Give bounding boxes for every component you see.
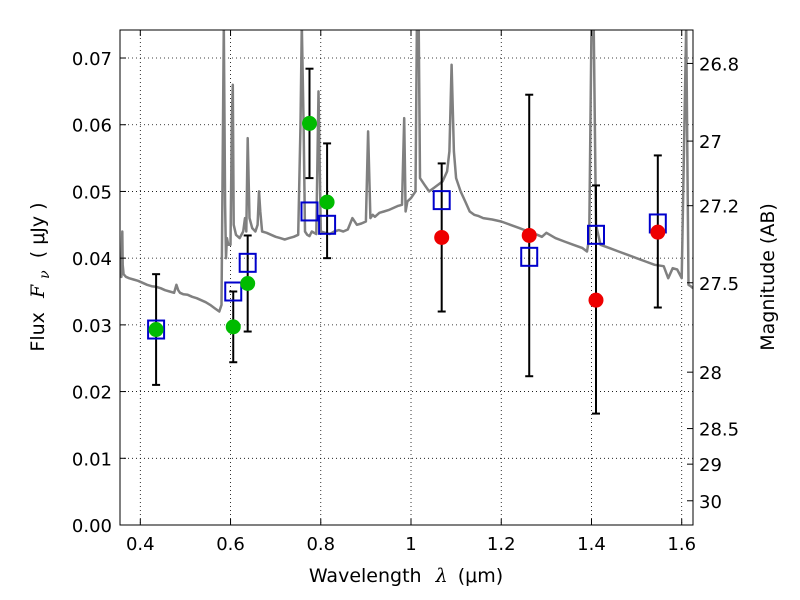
x-tick-label: 0.6 <box>216 534 245 555</box>
model-photometry-point <box>432 190 451 211</box>
y-axis-unit: ( μJy ) <box>27 202 49 258</box>
axis-ticks: 0.4 0.6 0.8 1 1.2 1.4 1.6 0.00 0.01 0.02 0.03 0.04 0… <box>72 30 739 555</box>
x-axis-label: Wavelength <box>309 565 422 587</box>
observed-optical-point <box>301 115 317 131</box>
model-photometry-point <box>238 252 257 273</box>
x-axis-symbol: λ <box>435 565 448 587</box>
x-tick-label: 1.4 <box>577 534 606 555</box>
model-spectrum-line <box>120 30 693 313</box>
x-tick-label: 0.4 <box>126 534 155 555</box>
model-photometry-point <box>520 246 539 267</box>
grid-lines <box>120 30 693 526</box>
model-photometry-point <box>318 214 337 235</box>
plot-frame <box>119 29 694 526</box>
observed-nir-point <box>434 229 450 245</box>
y-tick-label: 0.02 <box>72 383 112 404</box>
y2-tick-label: 28 <box>699 363 722 384</box>
observed-optical-point <box>148 322 164 338</box>
x-axis-unit: (μm) <box>458 565 503 587</box>
observed-optical-point <box>240 276 256 292</box>
plot-area <box>120 30 693 415</box>
y-tick-label: 0.05 <box>72 182 112 203</box>
x-tick-label: 1.2 <box>487 534 516 555</box>
y-tick-label: 0.01 <box>72 449 112 470</box>
observed-nir-point <box>521 227 537 243</box>
y-axis-symbol: F <box>27 284 49 299</box>
x-axis-title: Wavelength λ (μm) <box>309 565 503 587</box>
y2-tick-label: 27 <box>699 132 722 153</box>
y2-tick-label: 27.2 <box>699 197 739 218</box>
observed-nir-point <box>588 292 604 308</box>
y2-tick-label: 30 <box>699 492 722 513</box>
y2-tick-label: 28.5 <box>699 420 739 441</box>
y-tick-label: 0.07 <box>72 49 112 70</box>
x-tick-label: 1 <box>405 534 416 555</box>
model-photometry-point <box>586 224 605 245</box>
observed-optical-point <box>319 194 335 210</box>
y2-tick-label: 27.5 <box>699 274 739 295</box>
y-tick-label: 0.03 <box>72 316 112 337</box>
y-tick-label: 0.06 <box>72 116 112 137</box>
model-photometry-point <box>224 281 243 302</box>
y2-tick-label: 26.8 <box>699 54 739 75</box>
observed-optical-point <box>225 319 241 335</box>
y-tick-label: 0.00 <box>72 516 112 537</box>
x-tick-label: 1.6 <box>667 534 696 555</box>
x-tick-label: 0.8 <box>306 534 335 555</box>
model-photometry-point <box>147 319 166 340</box>
y2-axis-title: Magnitude (AB) <box>757 203 779 351</box>
model-photometry-point <box>300 201 319 222</box>
y2-tick-label: 29 <box>699 455 722 476</box>
observed-nir-point <box>650 224 666 240</box>
y-tick-label: 0.04 <box>72 249 112 270</box>
y-axis-symbol-subscript: ν <box>37 270 53 279</box>
y-axis-label: Flux <box>27 312 49 352</box>
y-axis-title: Flux F ν ( μJy ) <box>27 202 54 351</box>
